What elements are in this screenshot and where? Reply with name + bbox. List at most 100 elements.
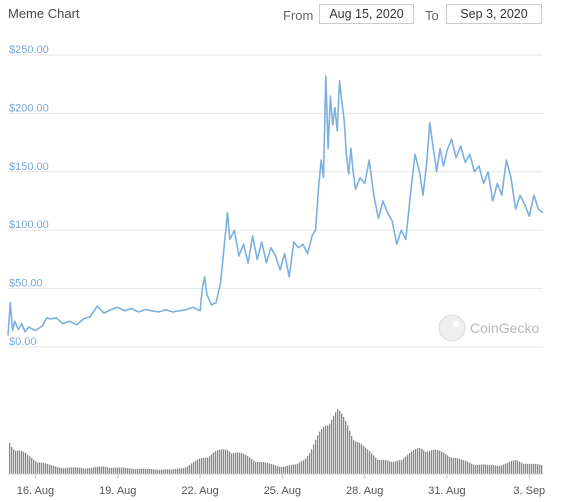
volume-bar	[15, 450, 17, 474]
volume-bar	[91, 467, 93, 474]
volume-bars	[9, 409, 543, 474]
volume-bar	[369, 451, 371, 474]
volume-bar	[513, 460, 515, 474]
grid-lines	[8, 54, 543, 348]
volume-bar	[217, 450, 219, 474]
y-tick-label: $100.00	[9, 219, 49, 231]
to-date-input[interactable]: Sep 3, 2020	[446, 4, 542, 24]
volume-bar	[107, 467, 109, 474]
volume-bar	[367, 449, 369, 474]
volume-bar	[447, 455, 449, 474]
x-tick-label: 3. Sep	[513, 485, 545, 497]
volume-bar	[199, 458, 201, 474]
volume-bar	[463, 460, 465, 474]
volume-bar	[349, 430, 351, 474]
volume-bar	[311, 449, 313, 474]
volume-bar	[343, 416, 345, 474]
volume-bar	[229, 451, 231, 474]
volume-bar	[119, 467, 121, 474]
volume-bar	[455, 457, 457, 474]
volume-bar	[515, 460, 517, 474]
volume-bar	[135, 469, 137, 474]
volume-bar	[37, 462, 39, 474]
volume-bar	[221, 449, 223, 474]
volume-bar	[245, 454, 247, 474]
volume-bar	[137, 468, 139, 474]
volume-bar	[67, 467, 69, 474]
x-tick-label: 19. Aug	[99, 485, 136, 497]
volume-bar	[329, 423, 331, 474]
volume-bar	[195, 460, 197, 474]
volume-bar	[425, 451, 427, 474]
volume-bar	[529, 463, 531, 474]
volume-bar	[147, 468, 149, 474]
volume-bar	[507, 462, 509, 474]
from-label: From	[283, 8, 314, 23]
volume-bar	[31, 457, 33, 474]
volume-bar	[13, 449, 15, 474]
from-date-input[interactable]: Aug 15, 2020	[319, 4, 414, 24]
volume-bar	[445, 453, 447, 474]
volume-bar	[125, 467, 127, 474]
volume-bar	[237, 452, 239, 474]
volume-bar	[45, 463, 47, 474]
volume-bar	[297, 463, 299, 474]
volume-bar	[327, 425, 329, 474]
volume-bar	[453, 457, 455, 474]
volume-bar	[23, 451, 25, 474]
volume-bar	[275, 465, 277, 474]
volume-bar	[185, 467, 187, 474]
volume-bar	[191, 463, 193, 474]
volume-bar	[257, 462, 259, 474]
y-tick-label: $200.00	[9, 102, 49, 114]
volume-bar	[433, 449, 435, 474]
volume-bar	[399, 460, 401, 474]
volume-bar	[331, 419, 333, 474]
volume-bar	[381, 459, 383, 474]
volume-bar	[131, 468, 133, 474]
coingecko-watermark: CoinGecko	[438, 314, 539, 342]
volume-bar	[539, 464, 541, 474]
volume-bar	[389, 461, 391, 474]
volume-bar	[179, 468, 181, 474]
volume-bar	[51, 465, 53, 474]
volume-bar	[409, 452, 411, 474]
volume-bar	[183, 468, 185, 474]
volume-bar	[155, 469, 157, 474]
volume-bar	[267, 462, 269, 474]
volume-bar	[473, 464, 475, 474]
volume-bar	[413, 450, 415, 474]
x-tick-label: 28. Aug	[346, 485, 383, 497]
volume-bar	[363, 445, 365, 474]
volume-bar	[39, 462, 41, 474]
volume-bar	[173, 469, 175, 474]
volume-bar	[113, 467, 115, 474]
volume-bar	[321, 429, 323, 474]
volume-bar	[223, 449, 225, 474]
volume-bar	[377, 459, 379, 474]
volume-bar	[123, 467, 125, 474]
gecko-logo-icon	[438, 314, 466, 342]
volume-bar	[177, 468, 179, 474]
volume-bar	[505, 463, 507, 474]
volume-bar	[533, 463, 535, 474]
volume-bar	[203, 457, 205, 474]
gecko-eye-icon	[453, 321, 459, 327]
volume-bar	[9, 442, 11, 474]
volume-bar	[291, 464, 293, 474]
volume-bar	[227, 450, 229, 474]
volume-bar	[265, 462, 267, 474]
volume-bar	[459, 458, 461, 474]
volume-bar	[273, 464, 275, 474]
volume-bar	[499, 465, 501, 474]
volume-bar	[235, 452, 237, 474]
volume-bar	[359, 442, 361, 474]
volume-bar	[167, 469, 169, 474]
volume-bar	[117, 467, 119, 474]
volume-bar	[417, 448, 419, 474]
volume-bar	[501, 465, 503, 474]
volume-bar	[59, 467, 61, 474]
volume-bar	[301, 461, 303, 474]
